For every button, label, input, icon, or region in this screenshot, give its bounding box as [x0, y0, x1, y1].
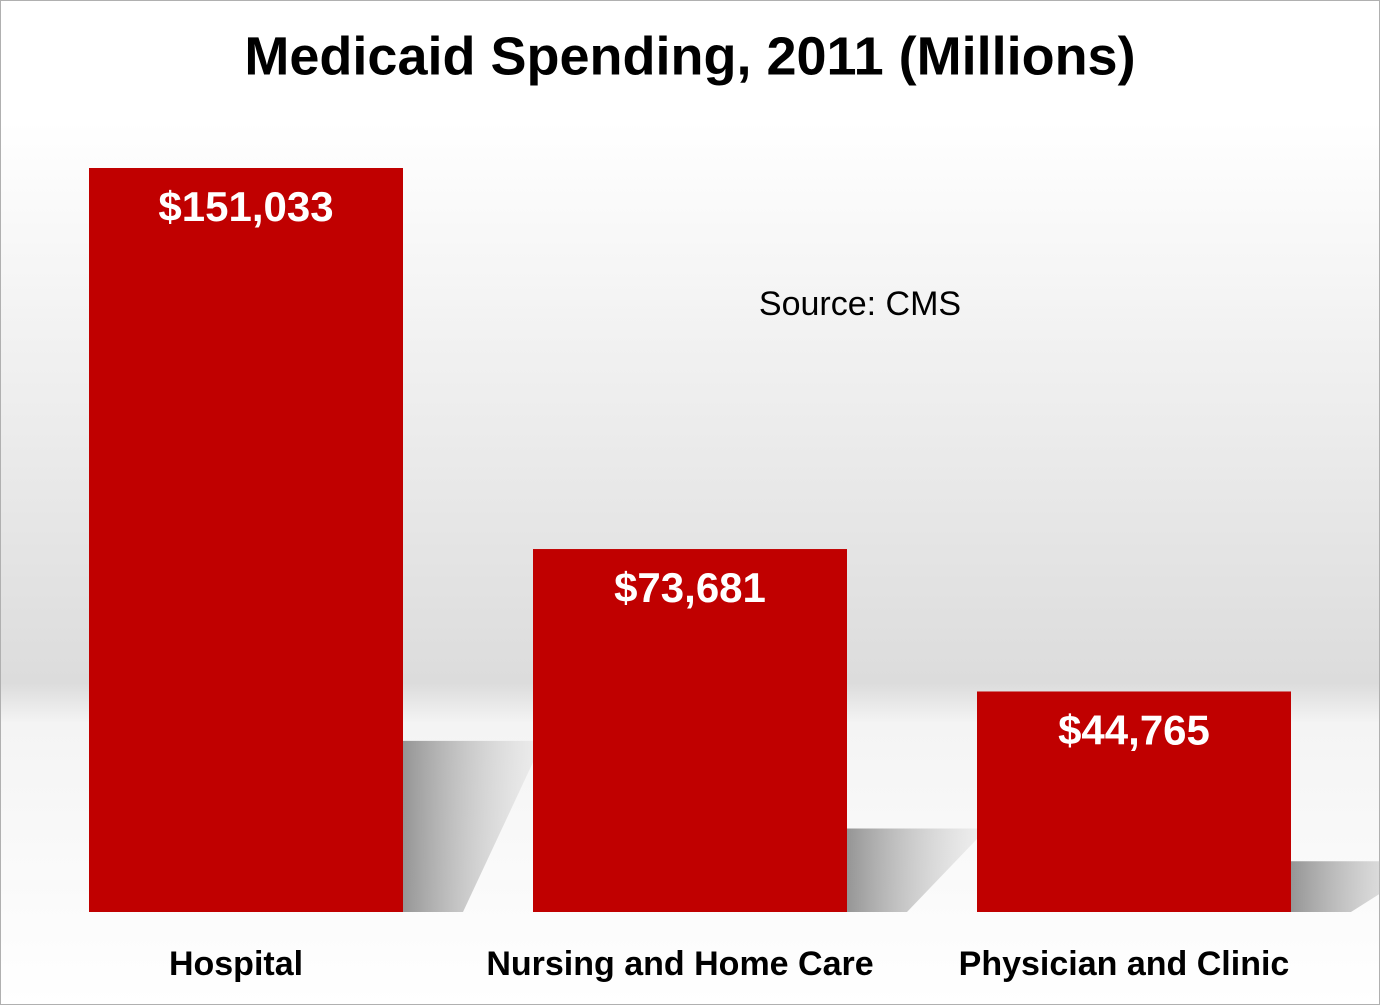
value-label: $73,681 — [614, 564, 766, 611]
x-tick-label: Hospital — [169, 945, 303, 983]
title-box — [200, 18, 1182, 100]
bar-shadow — [403, 740, 543, 912]
value-label: $44,765 — [1058, 707, 1210, 754]
bar — [977, 691, 1291, 912]
bar-shadow — [1291, 861, 1380, 912]
bar — [533, 549, 847, 912]
x-tick-label: Nursing and Home Care — [486, 945, 873, 983]
value-label: $151,033 — [158, 183, 333, 230]
x-tick-label: Physician and Clinic — [959, 945, 1290, 983]
bar — [89, 168, 403, 912]
annotation: Source: CMS — [759, 285, 961, 323]
bar-shadow — [847, 828, 987, 912]
chart-title: Medicaid Spending, 2011 (Millions) — [244, 26, 1135, 86]
